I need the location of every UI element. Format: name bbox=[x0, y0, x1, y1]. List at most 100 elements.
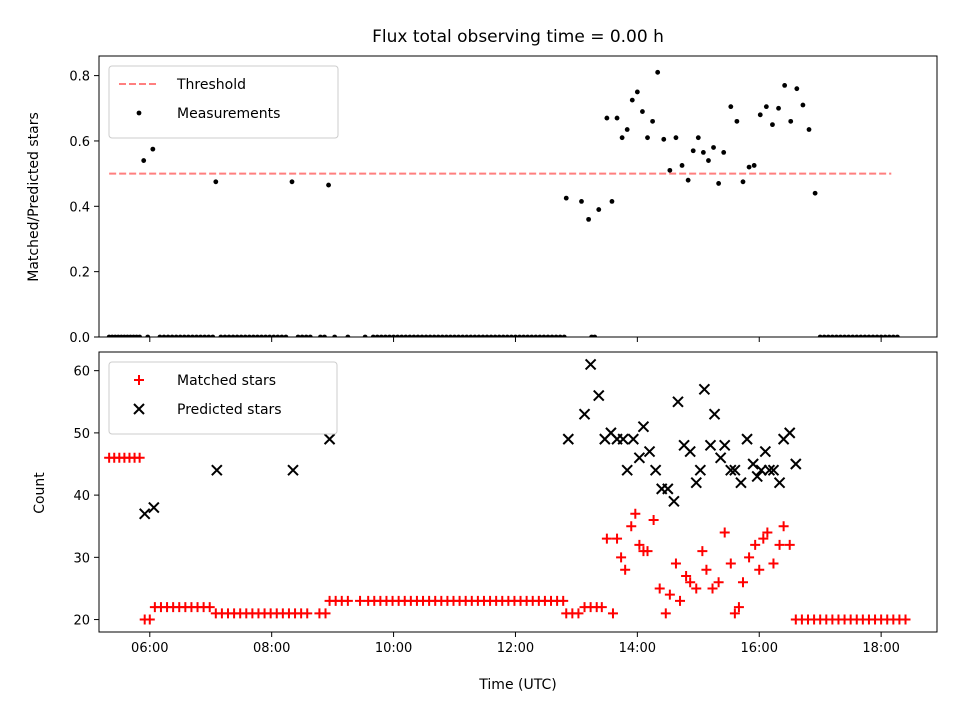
measurement-point bbox=[757, 112, 763, 118]
measurement-point bbox=[563, 195, 569, 201]
measurement-point bbox=[850, 334, 856, 337]
matched-stars-point bbox=[697, 546, 708, 557]
predicted-stars-point bbox=[763, 464, 776, 476]
measurement-point bbox=[362, 334, 368, 337]
x-tick-label: 16:00 bbox=[741, 641, 778, 656]
measurement-point bbox=[770, 122, 775, 128]
measurement-point bbox=[592, 334, 598, 337]
measurement-point bbox=[403, 334, 409, 337]
legend-label: Predicted stars bbox=[177, 402, 282, 418]
measurement-point bbox=[496, 334, 502, 337]
matched-stars-point bbox=[758, 533, 769, 544]
matched-stars-point bbox=[648, 515, 659, 525]
measurement-point bbox=[614, 115, 620, 121]
measurement-point bbox=[295, 334, 301, 337]
measurement-point bbox=[866, 334, 872, 337]
predicted-stars-point bbox=[698, 383, 711, 396]
predicted-stars-point bbox=[593, 389, 605, 402]
matched-stars-point bbox=[713, 577, 724, 588]
predicted-stars-point bbox=[755, 464, 767, 476]
measurement-point bbox=[545, 334, 551, 337]
measurement-point bbox=[878, 334, 884, 337]
matched-stars-point bbox=[144, 614, 155, 625]
measurement-point bbox=[846, 334, 852, 337]
measurement-point bbox=[624, 127, 630, 132]
measurement-point bbox=[141, 158, 147, 163]
y-tick-label: 0.4 bbox=[69, 200, 90, 215]
predicted-stars-point bbox=[694, 464, 707, 476]
measurement-point bbox=[468, 334, 474, 337]
matched-stars-point bbox=[707, 583, 718, 594]
measurement-point bbox=[378, 334, 384, 337]
measurement-point bbox=[706, 158, 711, 163]
measurement-point bbox=[206, 334, 212, 337]
measurement-point bbox=[734, 118, 740, 124]
measurement-point bbox=[776, 105, 781, 111]
measurement-point bbox=[604, 115, 610, 121]
measurement-point bbox=[435, 334, 441, 337]
measurement-point bbox=[259, 334, 264, 337]
measurement-point bbox=[255, 334, 260, 337]
predicted-stars-point bbox=[735, 476, 747, 489]
y-axis-label-count: Count bbox=[32, 472, 48, 514]
matched-stars-point bbox=[654, 583, 665, 594]
measurement-point bbox=[326, 182, 331, 188]
matched-stars-point bbox=[596, 602, 607, 613]
predicted-stars-point bbox=[704, 439, 717, 452]
measurement-point bbox=[415, 334, 421, 337]
measurement-point bbox=[800, 102, 806, 108]
measurement-point bbox=[870, 334, 876, 337]
y-tick-label: 30 bbox=[73, 551, 90, 566]
predicted-stars-point bbox=[790, 458, 802, 470]
measurement-point bbox=[504, 334, 510, 337]
measurement-point bbox=[716, 181, 722, 186]
predicted-stars-point bbox=[562, 433, 574, 445]
measurement-point bbox=[549, 334, 555, 337]
matched-stars-point bbox=[754, 564, 765, 575]
matched-stars-point bbox=[719, 527, 730, 538]
measurement-point bbox=[862, 334, 868, 337]
measurement-point bbox=[711, 145, 716, 150]
measurement-point bbox=[609, 199, 615, 204]
measurement-point bbox=[640, 109, 645, 114]
measurement-point bbox=[619, 135, 625, 141]
measurement-point bbox=[586, 216, 591, 222]
matched-stars-point bbox=[691, 583, 702, 594]
predicted-stars-point bbox=[637, 420, 650, 433]
measurement-point bbox=[472, 334, 478, 337]
measurement-point bbox=[185, 334, 191, 337]
predicted-stars-point bbox=[714, 452, 727, 464]
measurement-point bbox=[464, 334, 470, 337]
measurement-point bbox=[821, 334, 827, 337]
matched-stars-point bbox=[607, 608, 618, 619]
predicted-stars-point bbox=[672, 396, 684, 408]
predicted-stars-point bbox=[708, 408, 721, 420]
y-axis-label-ratio: Matched/Predicted stars bbox=[26, 112, 42, 282]
measurement-point bbox=[263, 334, 268, 337]
predicted-stars-point bbox=[773, 476, 786, 489]
measurement-point bbox=[427, 334, 433, 337]
measurement-point bbox=[456, 334, 461, 337]
measurement-point bbox=[177, 334, 183, 337]
x-axis-label: Time (UTC) bbox=[478, 677, 556, 693]
measurement-point bbox=[173, 334, 179, 337]
measurement-point bbox=[886, 334, 892, 337]
measurement-point bbox=[246, 334, 252, 337]
measurement-point bbox=[307, 334, 313, 337]
matched-stars-point bbox=[342, 595, 353, 606]
measurement-point bbox=[391, 334, 396, 337]
measurement-point bbox=[645, 135, 650, 141]
measurement-point bbox=[673, 135, 679, 141]
measurement-point bbox=[557, 334, 563, 337]
predicted-stars-point bbox=[211, 464, 223, 476]
measurement-point bbox=[685, 177, 691, 183]
predicted-stars-point bbox=[718, 439, 731, 452]
x-tick-label: 12:00 bbox=[497, 641, 534, 656]
matched-stars-point bbox=[762, 527, 773, 538]
ratio-panel: 0.0 0.2 0.4 0.6 0.8 Threshold Measurements bbox=[69, 55, 938, 346]
matched-stars-point bbox=[660, 608, 671, 619]
measurement-point bbox=[812, 190, 818, 196]
measurement-point bbox=[629, 97, 635, 103]
measurement-point bbox=[721, 149, 727, 155]
x-tick-label: 06:00 bbox=[131, 641, 168, 656]
